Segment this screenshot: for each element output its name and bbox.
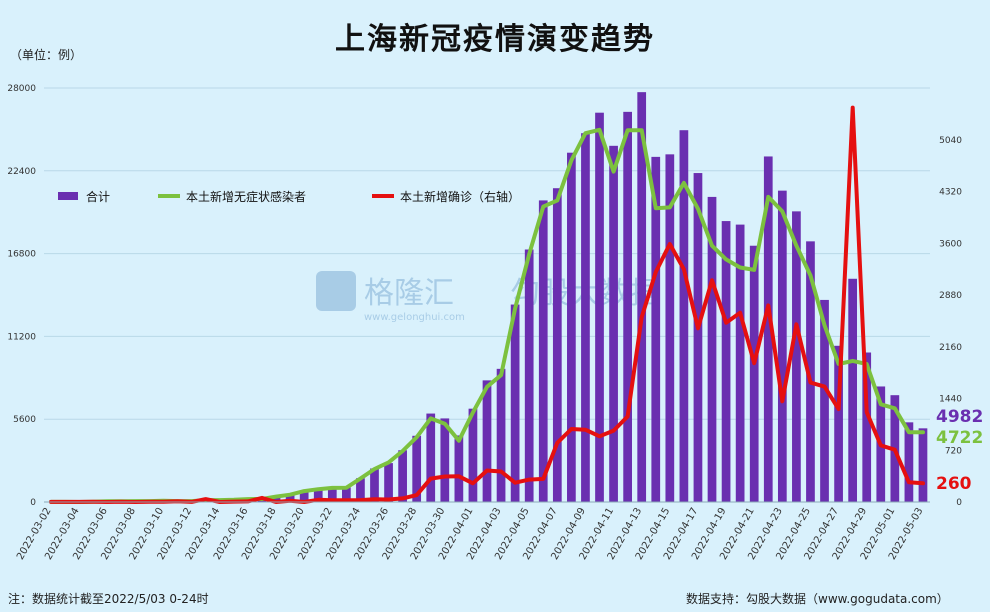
y-right-tick-label: 2880 [939, 291, 962, 301]
watermark-brand: 格隆汇 [364, 276, 454, 311]
bar [342, 487, 351, 502]
bar [327, 487, 337, 502]
bar [567, 152, 576, 503]
legend-label: 本土新增无症状感染者 [186, 189, 306, 204]
bar [370, 468, 379, 502]
bar [510, 304, 520, 502]
source-note: 数据支持：勾股大数据（www.gogudata.com） [686, 592, 949, 606]
bar [482, 380, 492, 502]
bar [384, 463, 393, 502]
bar [792, 211, 801, 502]
bar [609, 145, 618, 503]
bar [749, 245, 759, 502]
bar [271, 496, 281, 502]
y-left-tick-label: 28000 [7, 84, 36, 94]
bar [721, 221, 731, 503]
bar [862, 352, 872, 502]
watermark: 格隆汇 www.gelonghui.com 勾股大数据 [316, 271, 660, 323]
bar [707, 196, 717, 503]
bar [834, 345, 843, 502]
footnote: 注：数据统计截至2022/5/03 0-24时 [8, 592, 209, 606]
bar [426, 413, 436, 502]
end-label: 4982 [936, 407, 983, 427]
end-label: 260 [936, 474, 972, 494]
y-right-tick-label: 1440 [939, 395, 962, 405]
bar [777, 190, 787, 502]
bar [693, 173, 703, 502]
y-left-tick-label: 11200 [7, 332, 36, 342]
legend-label: 本土新增确诊（右轴） [400, 189, 520, 204]
bar [285, 494, 295, 502]
y-left-tick-label: 0 [30, 498, 36, 508]
bar [440, 418, 450, 502]
unit-label: （单位：例） [10, 48, 83, 62]
bar [735, 224, 745, 502]
bar [918, 428, 928, 502]
bar [848, 278, 858, 502]
end-label: 4722 [936, 428, 983, 448]
watermark-domain: www.gelonghui.com [364, 312, 465, 323]
y-right-tick-label: 4320 [939, 188, 962, 198]
bar [398, 450, 407, 502]
bar [299, 491, 309, 502]
bar [595, 112, 604, 503]
y-right-tick-label: 5040 [939, 136, 962, 146]
y-right-tick-label: 3600 [939, 239, 962, 249]
y-right-tick-label: 720 [945, 446, 962, 456]
legend-label: 合计 [86, 189, 110, 204]
bar [623, 111, 632, 502]
bar [454, 435, 464, 502]
bar [356, 478, 365, 502]
bar [496, 368, 506, 502]
bar [524, 249, 534, 502]
bar [412, 435, 422, 502]
line-series-path [49, 105, 925, 504]
bar [651, 156, 661, 502]
bar [538, 200, 548, 502]
y-right-tick-label: 0 [956, 498, 962, 508]
bar [665, 154, 675, 502]
y-left-tick-label: 5600 [13, 415, 36, 425]
bar [679, 130, 689, 502]
bar [806, 241, 815, 502]
watermark-logo-icon [316, 271, 356, 311]
bar [904, 422, 914, 502]
legend-swatch [58, 192, 78, 200]
bar [763, 156, 773, 502]
bar [820, 299, 829, 502]
y-right-tick-label: 2160 [939, 343, 962, 353]
line-series [49, 105, 925, 504]
y-left-tick-label: 16800 [7, 250, 36, 260]
bar [313, 488, 323, 502]
chart-title: 上海新冠疫情演变趋势 [335, 22, 655, 57]
bar [552, 188, 562, 502]
bar [581, 133, 590, 502]
legend: 合计 本土新增无症状感染者 本土新增确诊（右轴） [58, 189, 520, 204]
y-left-tick-label: 22400 [7, 167, 36, 177]
bar [637, 92, 647, 502]
bar-series [46, 92, 928, 503]
bar [468, 408, 478, 502]
